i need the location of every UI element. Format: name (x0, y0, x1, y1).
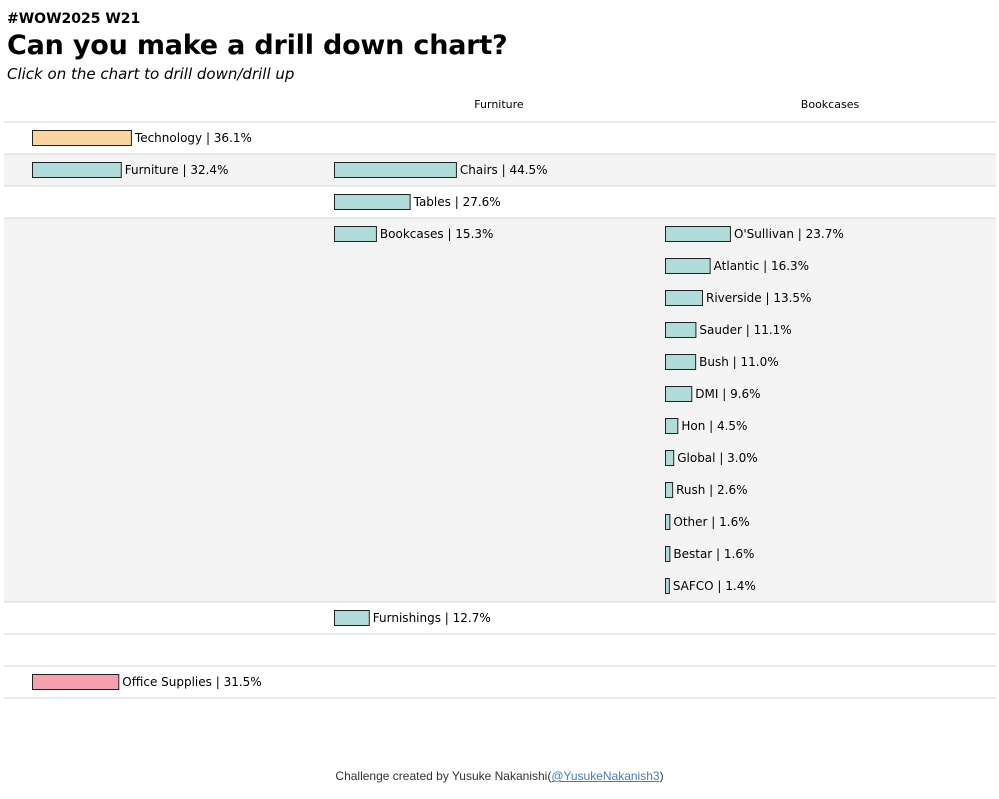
drill-down-chart[interactable]: Furniture Bookcases Technology | 36.1% Furn… (0, 0, 999, 700)
level3-label-other[interactable]: Other | 1.6% (673, 515, 749, 529)
level3-label-rush[interactable]: Rush | 2.6% (676, 483, 747, 497)
level3-bar-global[interactable] (665, 450, 675, 466)
author-link[interactable]: @YusukeNakanish3 (551, 769, 660, 783)
level2-label-tables[interactable]: Tables | 27.6% (413, 195, 501, 209)
level2-label-furnishings[interactable]: Furnishings | 12.7% (373, 611, 491, 625)
level3-label-atlantic[interactable]: Atlantic | 16.3% (714, 259, 809, 273)
level3-bar-safco[interactable] (665, 578, 670, 594)
level2-bar-bookcases[interactable] (334, 226, 377, 242)
level3-label-bestar[interactable]: Bestar | 1.6% (673, 547, 754, 561)
footer-text: Challenge created by Yusuke Nakanishi( (335, 769, 552, 783)
level2-label-bookcases[interactable]: Bookcases | 15.3% (380, 227, 494, 241)
page-title: Can you make a drill down chart? (7, 30, 508, 61)
level3-bar-atlantic[interactable] (665, 258, 711, 274)
level3-bar-bestar[interactable] (665, 546, 671, 562)
level1-label-technology[interactable]: Technology | 36.1% (134, 131, 252, 145)
level3-bar-riverside[interactable] (665, 290, 703, 306)
challenge-tag: #WOW2025 W21 (7, 11, 141, 27)
level3-label-dmi[interactable]: DMI | 9.6% (695, 387, 760, 401)
level3-label-bush[interactable]: Bush | 11.0% (699, 355, 779, 369)
level1-bar-furniture[interactable] (32, 162, 122, 178)
level3-label-riverside[interactable]: Riverside | 13.5% (706, 291, 811, 305)
level3-bar-o-sullivan[interactable] (665, 226, 731, 242)
level2-bar-furnishings[interactable] (334, 610, 370, 626)
level3-label-hon[interactable]: Hon | 4.5% (681, 419, 747, 433)
column-header-bookcases: Bookcases (801, 98, 860, 111)
level2-bar-tables[interactable] (334, 194, 411, 210)
level2-bar-chairs[interactable] (334, 162, 457, 178)
level3-bar-hon[interactable] (665, 418, 679, 434)
level1-bar-office-supplies[interactable] (32, 674, 120, 690)
level2-label-chairs[interactable]: Chairs | 44.5% (460, 163, 548, 177)
level3-bar-bush[interactable] (665, 354, 697, 370)
row-band (4, 154, 996, 186)
level1-bar-technology[interactable] (32, 130, 132, 146)
level3-bar-rush[interactable] (665, 482, 674, 498)
level3-bar-other[interactable] (665, 514, 671, 530)
instruction-text: Click on the chart to drill down/drill u… (7, 65, 295, 83)
level3-label-global[interactable]: Global | 3.0% (677, 451, 757, 465)
column-header-furniture: Furniture (474, 98, 524, 111)
level3-bar-sauder[interactable] (665, 322, 697, 338)
level1-label-furniture[interactable]: Furniture | 32.4% (125, 163, 229, 177)
footer-credit: Challenge created by Yusuke Nakanishi(@Y… (0, 769, 999, 783)
level3-label-sauder[interactable]: Sauder | 11.1% (699, 323, 791, 337)
level3-label-safco[interactable]: SAFCO | 1.4% (673, 579, 756, 593)
level3-label-o-sullivan[interactable]: O'Sullivan | 23.7% (734, 227, 844, 241)
row-band (4, 218, 996, 602)
level1-label-office-supplies[interactable]: Office Supplies | 31.5% (122, 675, 261, 689)
level3-bar-dmi[interactable] (665, 386, 693, 402)
footer-suffix: ) (659, 769, 664, 783)
